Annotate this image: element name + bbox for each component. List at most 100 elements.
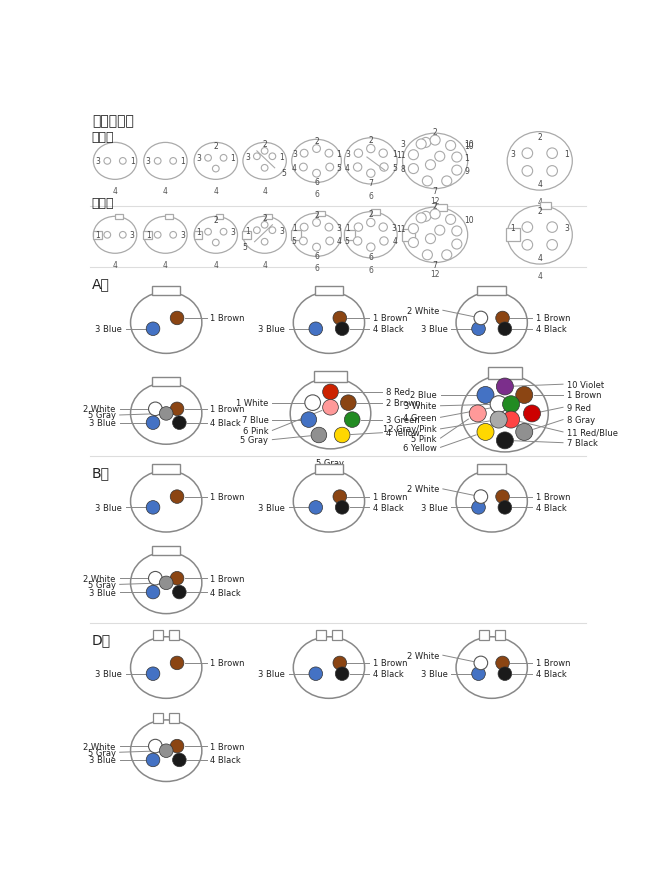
Ellipse shape — [131, 384, 202, 445]
Circle shape — [172, 586, 186, 599]
Text: 1 Brown: 1 Brown — [211, 574, 245, 583]
FancyBboxPatch shape — [315, 465, 343, 474]
Text: 5: 5 — [282, 168, 286, 178]
Text: 6 Pink: 6 Pink — [243, 426, 269, 435]
Ellipse shape — [345, 138, 397, 185]
Text: 4 Green: 4 Green — [403, 414, 437, 423]
Text: 12 Gray/Pink: 12 Gray/Pink — [383, 425, 437, 434]
Circle shape — [452, 153, 462, 163]
Circle shape — [366, 145, 375, 153]
FancyBboxPatch shape — [152, 286, 180, 296]
Circle shape — [366, 244, 375, 252]
Ellipse shape — [243, 144, 286, 180]
Text: 8: 8 — [401, 165, 406, 174]
Text: 10: 10 — [464, 142, 473, 151]
Circle shape — [435, 152, 445, 162]
Text: 4: 4 — [213, 260, 218, 270]
Text: 5: 5 — [345, 237, 349, 246]
Circle shape — [490, 396, 507, 413]
Circle shape — [547, 222, 558, 233]
Text: 10: 10 — [465, 140, 474, 149]
Circle shape — [477, 387, 494, 404]
Text: 11: 11 — [396, 225, 406, 234]
Circle shape — [170, 159, 176, 165]
Text: 3: 3 — [146, 157, 150, 167]
Circle shape — [477, 424, 494, 441]
Text: 1: 1 — [180, 157, 185, 167]
Text: 2 White: 2 White — [407, 485, 439, 494]
Ellipse shape — [131, 470, 202, 532]
Bar — [169, 631, 179, 640]
Circle shape — [416, 140, 426, 150]
Text: 3: 3 — [336, 223, 341, 232]
Text: 1 Brown: 1 Brown — [211, 742, 245, 750]
Text: 3 Blue: 3 Blue — [95, 503, 122, 512]
Circle shape — [172, 416, 186, 430]
Circle shape — [335, 667, 349, 680]
Text: 3: 3 — [292, 150, 297, 159]
Text: 2: 2 — [314, 137, 319, 146]
Circle shape — [269, 154, 276, 160]
Circle shape — [502, 396, 519, 413]
Circle shape — [325, 224, 333, 232]
Circle shape — [253, 154, 260, 160]
Text: 4: 4 — [337, 237, 342, 246]
Text: 9: 9 — [465, 167, 469, 175]
Text: 2 White: 2 White — [407, 307, 439, 315]
Text: 4: 4 — [393, 237, 397, 246]
Text: 7 Black: 7 Black — [567, 439, 598, 447]
Text: 3: 3 — [96, 157, 100, 167]
Text: 8 Red: 8 Red — [386, 388, 411, 397]
Circle shape — [311, 428, 327, 443]
Circle shape — [148, 740, 162, 753]
Text: 3: 3 — [230, 228, 236, 237]
Circle shape — [333, 312, 346, 325]
Text: 1 Brown: 1 Brown — [373, 315, 408, 323]
Circle shape — [498, 667, 512, 680]
Circle shape — [522, 149, 533, 159]
Ellipse shape — [194, 217, 238, 254]
Text: B型: B型 — [92, 465, 110, 479]
FancyBboxPatch shape — [152, 465, 180, 474]
Circle shape — [147, 753, 160, 767]
Circle shape — [409, 151, 418, 160]
Circle shape — [170, 232, 176, 239]
Ellipse shape — [456, 292, 527, 354]
Text: 1: 1 — [196, 228, 201, 237]
Circle shape — [354, 223, 362, 232]
Text: 6: 6 — [368, 191, 374, 201]
Text: 1: 1 — [510, 223, 515, 232]
Circle shape — [326, 164, 334, 172]
Text: 1 Brown: 1 Brown — [536, 493, 570, 501]
Circle shape — [269, 228, 276, 234]
Text: 1: 1 — [245, 227, 250, 236]
Circle shape — [474, 657, 488, 670]
Text: 5: 5 — [243, 243, 248, 252]
Ellipse shape — [243, 217, 286, 254]
Bar — [291, 230, 301, 240]
Circle shape — [170, 571, 184, 586]
Text: 1: 1 — [130, 157, 135, 167]
Text: 1: 1 — [564, 150, 570, 159]
Text: 3: 3 — [180, 231, 185, 240]
Text: 3 Blue: 3 Blue — [420, 670, 447, 679]
Circle shape — [334, 428, 350, 443]
Circle shape — [426, 160, 436, 170]
Circle shape — [333, 657, 346, 670]
Text: 4 Yellow: 4 Yellow — [386, 429, 420, 438]
Ellipse shape — [345, 213, 397, 259]
Text: 2 White: 2 White — [83, 574, 115, 583]
Ellipse shape — [403, 134, 468, 190]
FancyBboxPatch shape — [477, 465, 506, 474]
Text: 1: 1 — [96, 231, 100, 240]
Circle shape — [379, 150, 387, 159]
Circle shape — [522, 222, 533, 233]
Text: 4: 4 — [292, 163, 296, 173]
Circle shape — [472, 501, 485, 515]
FancyBboxPatch shape — [315, 286, 343, 296]
Text: 4 Black: 4 Black — [373, 503, 404, 512]
Text: 4: 4 — [262, 187, 267, 196]
Ellipse shape — [403, 208, 468, 263]
Ellipse shape — [290, 378, 371, 449]
Circle shape — [452, 166, 462, 176]
